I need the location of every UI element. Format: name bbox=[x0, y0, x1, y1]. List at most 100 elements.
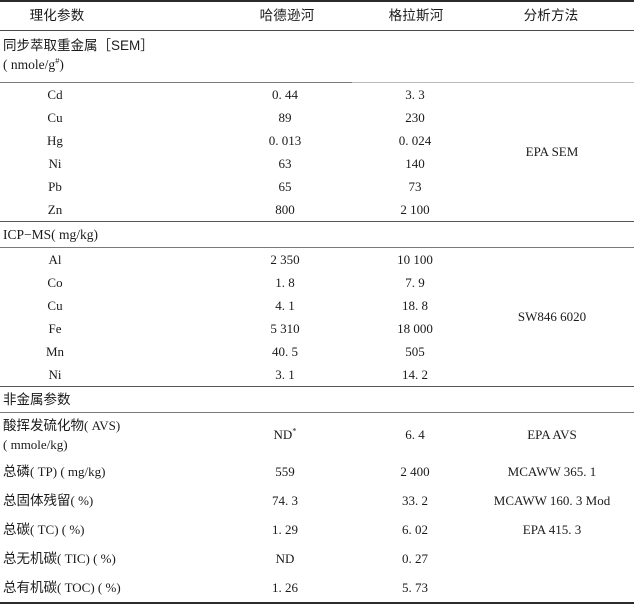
cell-method: MCAWW 160. 3 Mod bbox=[493, 492, 611, 508]
cell-hudson: 4. 1 bbox=[275, 297, 295, 313]
cell-hudson: 74. 3 bbox=[272, 492, 298, 508]
cell-method: EPA 415. 3 bbox=[522, 521, 582, 537]
cell-hudson: 559 bbox=[275, 463, 295, 479]
cell-grasse: 10 100 bbox=[352, 247, 482, 271]
section-title-icpms-label: ICP−MS( mg/kg) bbox=[3, 227, 99, 242]
cell-param-latin: ( AVS) bbox=[84, 418, 121, 433]
cell-param-cn: 总无机碳 bbox=[3, 551, 57, 566]
cell-grasse: 7. 9 bbox=[405, 274, 425, 290]
cell-param: Hg bbox=[47, 132, 63, 148]
table-row: 总无机碳( TIC) ( %) ND 0. 27 bbox=[0, 544, 634, 573]
cell-grasse: 2 100 bbox=[400, 201, 430, 217]
cell-param: Ni bbox=[48, 366, 62, 382]
table-row: 总磷( TP) ( mg/kg) 559 2 400 MCAWW 365. 1 bbox=[0, 457, 634, 486]
table-row: Fe 5 310 18 000 bbox=[0, 317, 634, 340]
cell-param-latin: ( TIC) ( %) bbox=[57, 551, 116, 566]
cell-param: Fe bbox=[48, 320, 62, 336]
cell-hudson: 1. 8 bbox=[275, 274, 295, 290]
cell-grasse: 33. 2 bbox=[402, 492, 428, 508]
table-row: 总碳( TC) ( %) 1. 29 6. 02 EPA 415. 3 bbox=[0, 515, 634, 544]
table-row: Cu 89 230 bbox=[0, 106, 634, 129]
section-title-sem-unit-sup: # bbox=[55, 55, 60, 66]
cell-method: EPA AVS bbox=[482, 412, 634, 457]
cell-method bbox=[482, 544, 634, 573]
cell-param-line2: ( mmole/kg) bbox=[3, 437, 68, 452]
table-header-row: 理化参数 哈德逊河 格拉斯河 分析方法 bbox=[0, 0, 634, 31]
cell-param: Al bbox=[0, 247, 222, 271]
cell-method: MCAWW 365. 1 bbox=[507, 463, 597, 479]
cell-hudson: 40. 5 bbox=[272, 343, 298, 359]
column-header-method: 分析方法 bbox=[482, 0, 634, 31]
cell-hudson: 0. 44 bbox=[222, 82, 352, 106]
cell-param-cn: 总有机碳 bbox=[3, 580, 57, 595]
column-header-grasse: 格拉斯河 bbox=[352, 0, 482, 31]
cell-method-icpms: SW846 6020 bbox=[482, 247, 634, 387]
cell-param: 总无机碳( TIC) ( %) bbox=[0, 544, 222, 573]
table-row: Pb 65 73 bbox=[0, 175, 634, 198]
section-title-sem-unit-post: ) bbox=[59, 57, 64, 72]
cell-param: 总固体残留( %) bbox=[0, 486, 222, 515]
cell-param-cn: 总固体残留 bbox=[3, 493, 71, 508]
table-row: 总固体残留( %) 74. 3 33. 2 MCAWW 160. 3 Mod bbox=[0, 486, 634, 515]
cell-grasse: 6. 02 bbox=[402, 521, 428, 537]
cell-grasse: 18 000 bbox=[397, 320, 433, 336]
section-title-row-sem: 同步萃取重金属［SEM］ ( nmole/g#) bbox=[0, 31, 634, 83]
cell-param-cn: 总磷 bbox=[3, 464, 30, 479]
cell-hudson: 65 bbox=[278, 178, 292, 194]
table-row: Cu 4. 1 18. 8 bbox=[0, 294, 634, 317]
table-row: Zn 800 2 100 bbox=[0, 198, 634, 222]
cell-param: Co bbox=[47, 274, 63, 290]
cell-grasse: 140 bbox=[405, 155, 425, 171]
cell-param-latin: ( TP) ( mg/kg) bbox=[30, 464, 106, 479]
cell-grasse: 0. 024 bbox=[398, 132, 432, 148]
cell-param: Zn bbox=[47, 201, 63, 217]
cell-param: Pb bbox=[48, 178, 62, 194]
cell-param-line1: 酸挥发硫化物( AVS) bbox=[3, 416, 222, 435]
cell-param-latin: ( TC) ( %) bbox=[30, 522, 85, 537]
cell-hudson: 5 310 bbox=[270, 320, 300, 336]
table-row: Ni 63 140 bbox=[0, 152, 634, 175]
table-row: Hg 0. 013 0. 024 bbox=[0, 129, 634, 152]
table-row: Co 1. 8 7. 9 bbox=[0, 271, 634, 294]
cell-hudson-value: ND bbox=[273, 427, 293, 442]
table-row: Mn 40. 5 505 bbox=[0, 340, 634, 363]
cell-grasse: 14. 2 bbox=[402, 366, 428, 382]
cell-param-cn: 酸挥发硫化物 bbox=[3, 418, 84, 433]
table-row: Al 2 350 10 100 SW846 6020 bbox=[0, 247, 634, 387]
cell-param: Ni bbox=[48, 155, 62, 171]
cell-hudson: ND* bbox=[222, 412, 352, 457]
cell-param: Mn bbox=[45, 343, 65, 359]
section-title-sem-unit-pre: ( nmole/g bbox=[3, 57, 56, 72]
cell-grasse: 73 bbox=[408, 178, 422, 194]
cell-param: 总磷( TP) ( mg/kg) bbox=[0, 457, 222, 486]
cell-method-sem: EPA SEM bbox=[482, 82, 634, 222]
cell-hudson: 1. 29 bbox=[272, 521, 298, 537]
section-title-sem-line1: 同步萃取重金属［SEM］ bbox=[3, 38, 154, 53]
cell-grasse: 230 bbox=[405, 109, 425, 125]
section-title-nonmetal: 非金属参数 bbox=[0, 386, 634, 413]
column-header-param: 理化参数 bbox=[0, 0, 222, 31]
cell-hudson: 63 bbox=[278, 155, 292, 171]
cell-grasse: 2 400 bbox=[400, 463, 430, 479]
cell-hudson: 0. 013 bbox=[268, 132, 302, 148]
section-title-icpms: ICP−MS( mg/kg) bbox=[0, 221, 634, 248]
section-title-sem-line2: ( nmole/g#) bbox=[3, 55, 634, 74]
section-title-sem: 同步萃取重金属［SEM］ ( nmole/g#) bbox=[0, 31, 634, 83]
cell-param: 总碳( TC) ( %) bbox=[0, 515, 222, 544]
cell-param-cn: 总碳 bbox=[3, 522, 30, 537]
cell-param: 酸挥发硫化物( AVS) ( mmole/kg) bbox=[0, 412, 222, 457]
section-title-row-icpms: ICP−MS( mg/kg) bbox=[0, 221, 634, 248]
section-title-row-nonmetal: 非金属参数 bbox=[0, 386, 634, 413]
column-header-hudson: 哈德逊河 bbox=[222, 0, 352, 31]
cell-hudson: ND bbox=[275, 550, 295, 566]
cell-grasse: 6. 4 bbox=[352, 412, 482, 457]
cell-hudson: 89 bbox=[278, 109, 292, 125]
table-row: Cd 0. 44 3. 3 EPA SEM bbox=[0, 82, 634, 222]
cell-param: Cd bbox=[0, 82, 222, 106]
cell-grasse: 18. 8 bbox=[402, 297, 428, 313]
cell-grasse: 3. 3 bbox=[352, 82, 482, 106]
cell-param: Cu bbox=[47, 109, 63, 125]
cell-param-latin: ( TOC) ( %) bbox=[57, 580, 121, 595]
